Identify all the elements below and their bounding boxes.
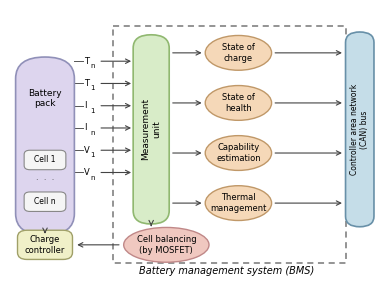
Text: Capability
estimation: Capability estimation — [216, 143, 261, 163]
Text: ·  ·  ·: · · · — [36, 176, 54, 185]
Ellipse shape — [124, 227, 209, 262]
Text: Cell balancing
(by MOSFET): Cell balancing (by MOSFET) — [136, 235, 196, 255]
FancyBboxPatch shape — [346, 32, 374, 227]
Ellipse shape — [205, 85, 272, 120]
Text: n: n — [90, 63, 94, 69]
Text: State of
health: State of health — [222, 93, 255, 113]
Text: n: n — [90, 130, 94, 136]
Text: 1: 1 — [90, 85, 94, 92]
Text: I: I — [84, 123, 86, 132]
Text: Cell 1: Cell 1 — [34, 155, 56, 164]
Ellipse shape — [205, 186, 272, 221]
Text: Battery
pack: Battery pack — [28, 89, 62, 108]
Text: 1: 1 — [90, 108, 94, 114]
Bar — [113, 26, 346, 263]
Ellipse shape — [205, 136, 272, 170]
Text: n: n — [90, 175, 94, 180]
Text: T: T — [84, 57, 89, 66]
Text: 1: 1 — [90, 152, 94, 158]
FancyBboxPatch shape — [18, 230, 73, 259]
Text: Battery management system (BMS): Battery management system (BMS) — [139, 266, 315, 276]
Text: T: T — [84, 79, 89, 88]
Text: Measurement
unit: Measurement unit — [141, 98, 161, 160]
Text: V: V — [84, 168, 90, 177]
FancyBboxPatch shape — [133, 35, 169, 224]
Text: I: I — [84, 101, 86, 110]
Text: Controller area network
(CAN) bus: Controller area network (CAN) bus — [350, 84, 369, 175]
FancyBboxPatch shape — [24, 192, 66, 211]
Text: State of
charge: State of charge — [222, 43, 255, 63]
Text: V: V — [84, 146, 90, 155]
Text: Charge
controller: Charge controller — [25, 235, 65, 255]
Ellipse shape — [205, 35, 272, 70]
FancyBboxPatch shape — [24, 150, 66, 170]
FancyBboxPatch shape — [16, 57, 74, 235]
Text: Cell n: Cell n — [34, 197, 56, 206]
Text: Thermal
management: Thermal management — [210, 193, 267, 213]
